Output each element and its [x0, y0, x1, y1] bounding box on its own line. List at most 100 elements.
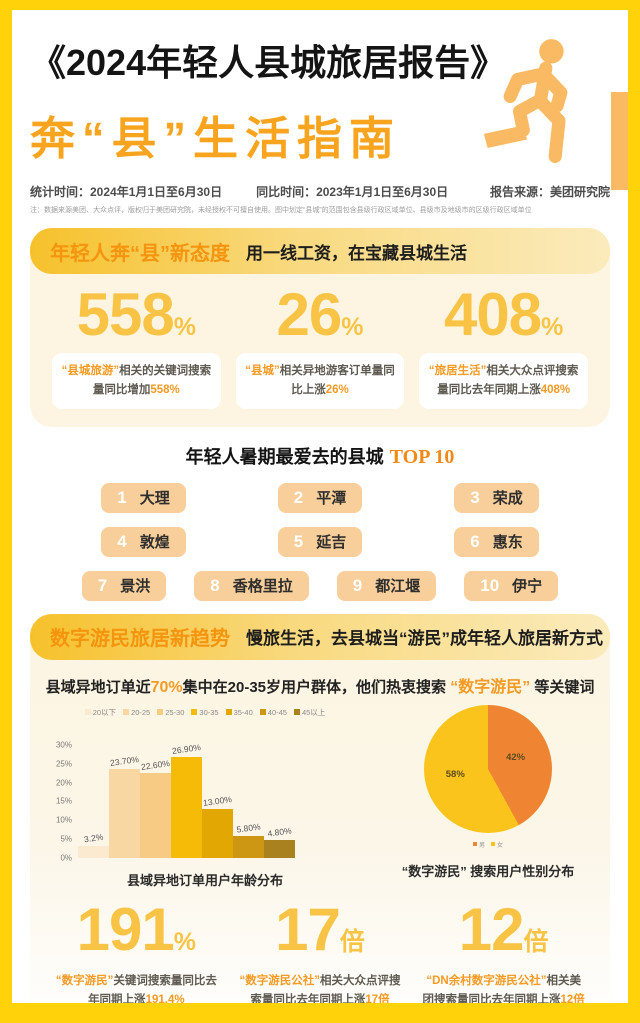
top10-badge: TOP 10 — [389, 445, 455, 468]
pie-legend-item: 男 — [472, 840, 485, 849]
stat-description: “旅居生活”相关大众点评搜索量同比去年同期上涨408% — [419, 353, 588, 409]
stat-number: 558 — [76, 281, 175, 348]
stat-time: 统计时间：2024年1月1日至6月30日 — [30, 185, 223, 199]
bar-value-label: 23.70% — [108, 753, 139, 768]
county-pill: 1 大理 — [101, 482, 186, 513]
stat-column: 26% “县城”相关异地游客订单量同比上涨26% — [235, 280, 405, 409]
section2-subtitle: 县域异地订单近70%集中在20-35岁用户群体，他们热衷搜索 “数字游民” 等关… — [30, 673, 610, 697]
bar: 3.2% — [78, 832, 109, 858]
stat-number: 12 — [458, 895, 525, 963]
section2-band: 数字游民旅居新趋势 慢旅生活，去县城当“游民”成年轻人旅居新方式 — [30, 613, 610, 660]
pie-legend-label: 女 — [497, 842, 504, 849]
bar: 22.60% — [140, 758, 171, 858]
legend-swatch — [123, 709, 130, 716]
stat-description: “DN余村数字游民公社”相关美团搜索量同比去年同期上涨12倍 — [419, 968, 588, 1003]
county-pill: 8 香格里拉 — [194, 570, 309, 601]
bar: 26.90% — [171, 742, 202, 858]
stat-description: “县城”相关异地游客订单量同比上涨26% — [235, 353, 405, 409]
section2-band-title: 数字游民旅居新趋势 — [50, 628, 230, 651]
y-tick: 25% — [55, 759, 72, 769]
pie-slice-label: 42% — [506, 752, 526, 764]
legend-label: 35-40 — [233, 707, 253, 717]
stat-text: 相关异地游客订单量同比上涨 — [279, 365, 395, 396]
bar-chart-title: 县域异地订单用户年龄分布 — [126, 872, 283, 888]
stat-unit: % — [541, 313, 564, 341]
stat-text: 相关大众点评搜索量同比去年同期上涨 — [437, 365, 579, 396]
stat-number: 191 — [76, 895, 175, 963]
stat-description: “县城旅游”相关的关键词搜索量同比增加558% — [52, 353, 221, 409]
stat-quote: “旅居生活” — [428, 365, 487, 377]
top10-title: 年轻人暑期最爱去的县城 TOP 10 — [185, 445, 455, 468]
legend-item: 20-25 — [123, 707, 150, 718]
stat-value: 17倍 — [236, 895, 405, 964]
bar: 23.70% — [109, 754, 140, 858]
y-tick: 5% — [60, 834, 72, 844]
bar: 5.80% — [233, 821, 264, 858]
county-rank: 7 — [97, 575, 108, 595]
legend-swatch — [191, 709, 198, 716]
county-rank: 1 — [117, 487, 127, 507]
age-bar-chart: 20以下 20-25 25-30 30-35 35-40 40-45 45以上 0% 5% 10… — [40, 703, 370, 889]
legend-item: 25-30 — [157, 707, 184, 718]
section1-band-subtitle: 用一线工资，在宝藏县城生活 — [246, 243, 467, 263]
stat-highlight: 26% — [325, 383, 349, 396]
county-pill: 9 都江堰 — [336, 570, 437, 601]
section2-band-subtitle: 慢旅生活，去县城当“游民”成年轻人旅居新方式 — [246, 629, 603, 649]
stat-quote: “县城” — [245, 365, 280, 377]
compare-time: 同比时间：2023年1月1日至6月30日 — [256, 185, 449, 199]
stat-column: 12倍 “DN余村数字游民公社”相关美团搜索量同比去年同期上涨12倍 — [419, 895, 588, 1003]
stat-quote: “数字游民” — [55, 974, 114, 987]
stat-unit: % — [173, 927, 196, 956]
stat-value: 558% — [52, 280, 221, 349]
stat-column: 191% “数字游民”关键词搜索量同比去年同期上涨191.4% — [52, 895, 221, 1003]
county-name: 惠东 — [492, 534, 523, 552]
stat-column: 558% “县城旅游”相关的关键词搜索量同比增加558% — [52, 280, 221, 409]
legend-item: 30-35 — [191, 707, 219, 718]
stat-unit: % — [341, 313, 364, 341]
stat-column: 17倍 “数字游民公社”相关大众点评搜索量同比去年同期上涨17倍 — [236, 895, 405, 1003]
stat-number: 408 — [443, 281, 542, 348]
pie-slice-label: 58% — [445, 768, 465, 780]
county-rank: 10 — [480, 575, 500, 595]
legend-label: 20以下 — [92, 707, 117, 717]
bar-value-label: 26.90% — [170, 741, 201, 756]
county-pill: 7 景洪 — [81, 570, 167, 601]
pie-legend-swatch — [472, 842, 477, 847]
legend-swatch — [225, 709, 232, 716]
pie-legend: 男女 — [472, 840, 503, 849]
pie-legend-swatch — [491, 842, 495, 847]
county-name: 香格里拉 — [232, 578, 293, 596]
stat-text: 相关的关键词搜索量同比增加 — [92, 365, 212, 396]
legend-item: 45以上 — [293, 707, 326, 718]
county-pill: 2 平潭 — [277, 482, 363, 513]
y-tick: 15% — [55, 796, 72, 806]
stat-number: 26 — [276, 281, 343, 348]
header: 《2024年轻人县城旅居报告》 奔“县”生活指南 统计时间：2024年1月1日至… — [30, 34, 628, 215]
bar: 4.80% — [264, 825, 295, 858]
county-rank: 2 — [293, 487, 304, 507]
stat-highlight: 191.4% — [145, 993, 185, 1003]
county-pill: 6 惠东 — [454, 526, 539, 557]
county-pill: 4 敦煌 — [101, 526, 186, 557]
legend-label: 20-25 — [131, 707, 151, 717]
county-pill: 10 伊宁 — [464, 570, 559, 601]
county-name: 都江堰 — [375, 578, 421, 596]
bar-value-label: 4.80% — [266, 825, 292, 839]
legend-label: 45以上 — [301, 707, 326, 717]
subtitle-text: 县域异地订单近 — [45, 678, 151, 696]
stat-quote: “县城旅游” — [61, 365, 120, 377]
legend-swatch — [259, 709, 266, 716]
stat-value: 12倍 — [419, 895, 588, 964]
bar-value-label: 22.60% — [139, 757, 170, 772]
section2-stats: 191% “数字游民”关键词搜索量同比去年同期上涨191.4% 17倍 “数字游民公社… — [30, 889, 610, 1003]
legend-swatch — [157, 709, 164, 716]
legend-label: 30-35 — [199, 707, 219, 717]
report-subtitle: 奔“县”生活指南 — [30, 113, 402, 164]
pie: 42% 58% — [424, 704, 552, 833]
bar-chart-yaxis: 0% 5% 10% 15% 20% 25% 30% — [46, 740, 74, 862]
meta-row: 统计时间：2024年1月1日至6月30日 同比时间：2023年1月1日至6月30… — [30, 183, 610, 200]
pie-legend-item: 女 — [491, 840, 503, 849]
legend-label: 25-30 — [165, 707, 185, 717]
subtitle-text: 集中在20-35岁用户群体，他们热衷搜索 — [182, 678, 451, 696]
